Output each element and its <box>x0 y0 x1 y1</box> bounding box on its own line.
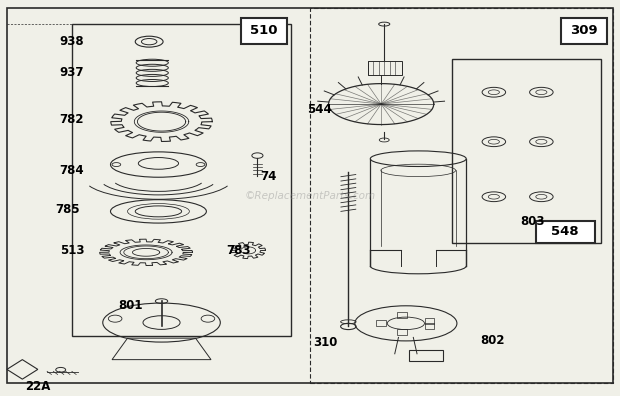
Bar <box>425 323 435 329</box>
Text: 801: 801 <box>118 299 143 312</box>
Bar <box>560 18 607 44</box>
Bar <box>397 312 407 318</box>
Bar <box>368 61 402 75</box>
Text: 785: 785 <box>55 203 80 216</box>
Text: 784: 784 <box>60 164 84 177</box>
Text: 74: 74 <box>260 170 277 183</box>
Text: 544: 544 <box>307 103 332 116</box>
Bar <box>397 329 407 335</box>
Bar <box>376 320 386 326</box>
Text: 548: 548 <box>551 225 579 238</box>
Bar <box>452 59 601 243</box>
Bar <box>72 24 291 336</box>
Text: 802: 802 <box>480 333 505 346</box>
Text: 937: 937 <box>60 67 84 79</box>
Text: 782: 782 <box>60 113 84 126</box>
Text: 783: 783 <box>226 244 251 257</box>
Text: 513: 513 <box>60 244 84 257</box>
Bar <box>409 350 443 361</box>
Text: 510: 510 <box>250 25 278 38</box>
Text: 309: 309 <box>570 25 598 38</box>
Text: 310: 310 <box>313 336 338 349</box>
Text: 803: 803 <box>520 215 545 228</box>
Bar <box>536 221 595 243</box>
Bar <box>425 318 435 324</box>
Text: ©ReplacementParts.com: ©ReplacementParts.com <box>244 191 376 201</box>
Bar <box>310 8 613 383</box>
Text: 22A: 22A <box>25 380 50 393</box>
Text: 938: 938 <box>60 35 84 48</box>
Bar <box>241 18 287 44</box>
